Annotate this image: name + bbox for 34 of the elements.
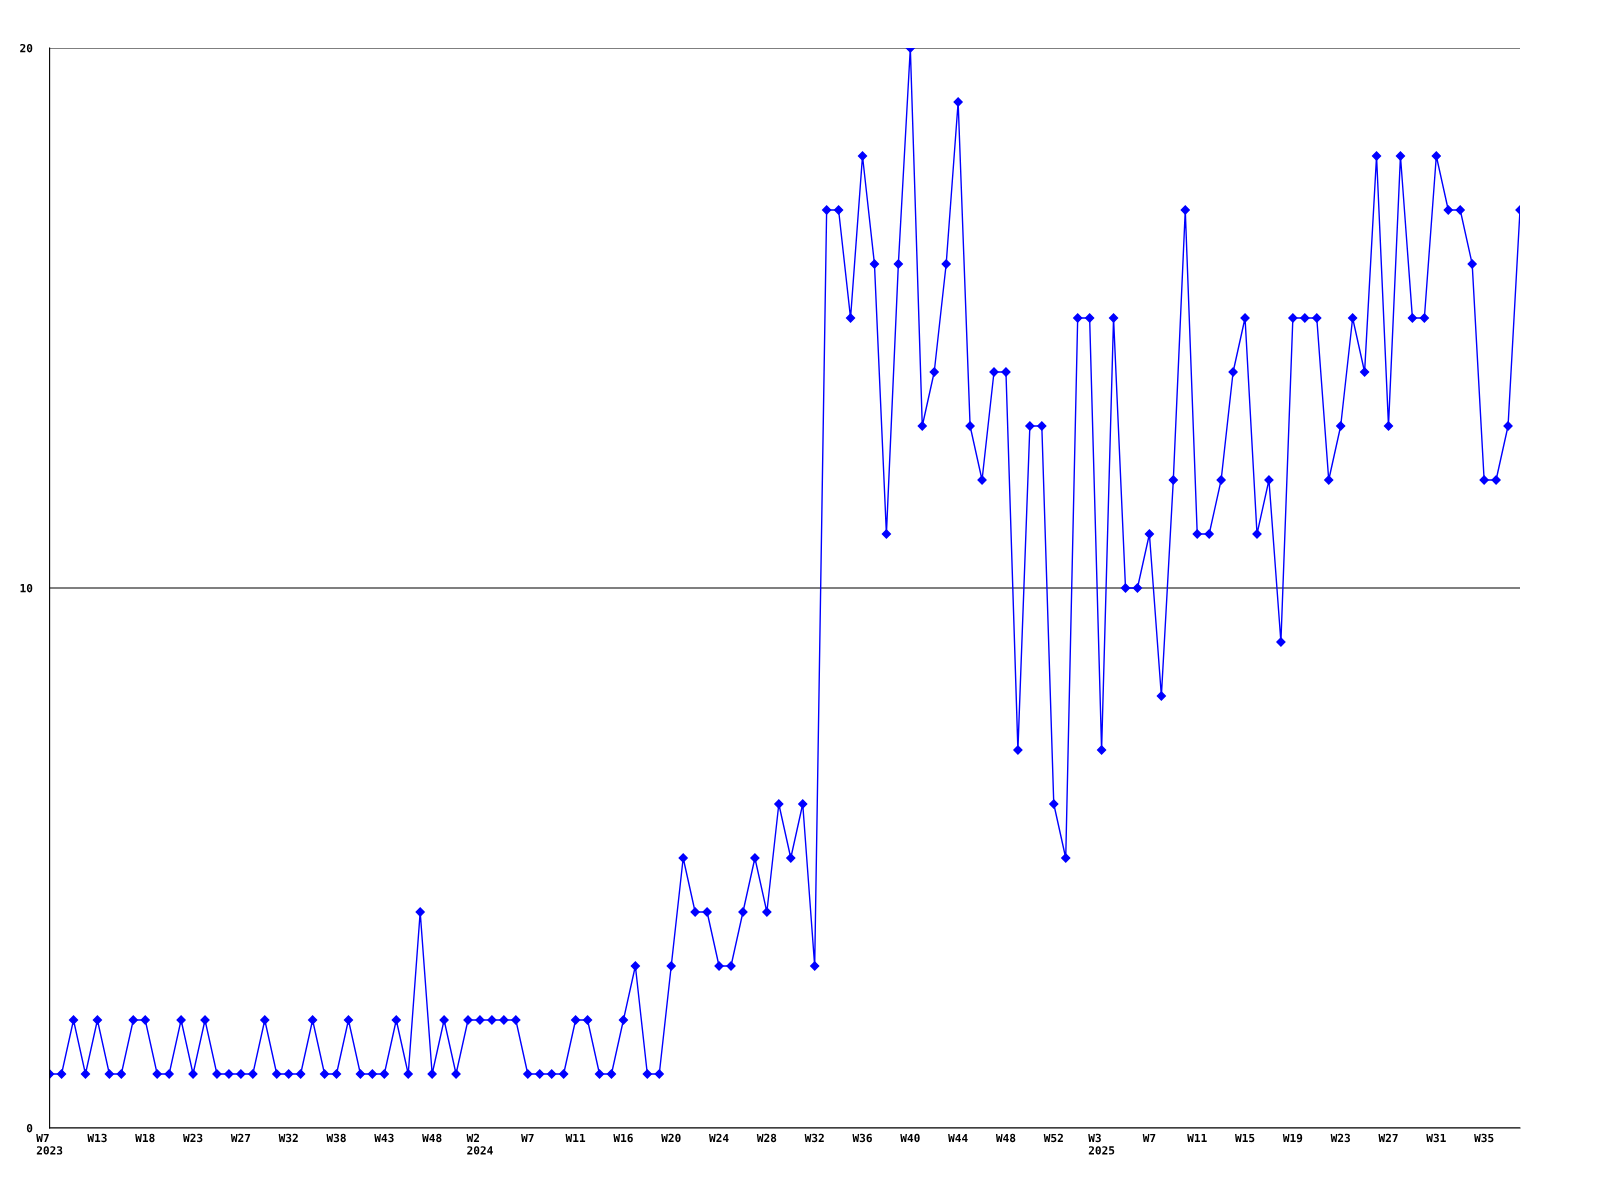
x-tick-label: W27 — [1378, 1133, 1398, 1142]
x-tick-label: W32 — [278, 1133, 298, 1143]
x-tick-label: W7 — [521, 1133, 534, 1142]
y-tick-label: 0 — [26, 1123, 33, 1133]
x-tick-label: W16 — [613, 1133, 633, 1143]
x-tick-label: W23 — [1330, 1133, 1350, 1143]
x-tick-label: W44 — [948, 1133, 968, 1142]
x-tick-label: W31 — [1426, 1133, 1446, 1143]
x-tick-label: W43 — [374, 1133, 394, 1143]
x-tick-label: W11 — [1187, 1133, 1207, 1142]
y-tick-label: 20 — [20, 43, 33, 53]
x-tick-label: W52 — [1043, 1133, 1063, 1143]
x-tick-label: W11 — [565, 1133, 586, 1142]
x-tick-label: W3 2025 — [1088, 1133, 1115, 1155]
x-tick-label: W2 2024 — [466, 1133, 493, 1155]
x-tick-label: W36 — [852, 1133, 872, 1143]
x-tick-label: W7 2023 — [36, 1133, 63, 1155]
x-tick-label: W13 — [87, 1133, 107, 1143]
y-tick-label: 10 — [20, 583, 33, 593]
x-tick-label: W7 — [1142, 1133, 1156, 1142]
x-tick-label: W40 — [900, 1133, 920, 1143]
x-tick-label: W19 — [1282, 1133, 1303, 1143]
x-tick-label: W27 — [230, 1133, 251, 1142]
x-tick-label: W28 — [756, 1133, 777, 1143]
x-tick-label: W23 — [183, 1133, 203, 1143]
x-tick-label: W32 — [804, 1133, 824, 1143]
x-tick-label: W20 — [661, 1133, 681, 1143]
x-tick-label: W48 — [422, 1133, 442, 1143]
x-tick-label: W38 — [326, 1133, 346, 1143]
x-tick-label: W15 — [1235, 1133, 1255, 1143]
x-tick-label: W24 — [709, 1133, 729, 1142]
x-tick-label: W18 — [135, 1133, 155, 1143]
x-tick-label: W35 — [1474, 1133, 1494, 1143]
x-tick-label: W48 — [995, 1133, 1016, 1143]
